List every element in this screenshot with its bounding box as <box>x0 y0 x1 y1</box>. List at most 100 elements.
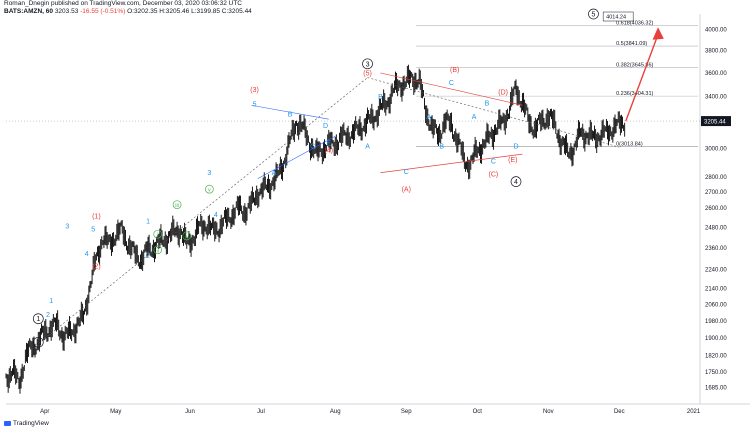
y-tick-label: 2700.00 <box>705 190 727 196</box>
wave-label: (A) <box>402 187 411 194</box>
triangle-lower-line <box>257 136 336 179</box>
wave-label: D <box>323 123 328 130</box>
x-tick-label: May <box>110 409 121 415</box>
wave-label: 5 <box>253 102 257 109</box>
y-tick-label: 2360.00 <box>705 246 727 252</box>
wave-label: A <box>365 143 370 150</box>
price-change: -16.55 (-0.51%) <box>80 8 126 15</box>
wave-label: 1 <box>36 316 40 323</box>
wave-label: (4) <box>325 147 334 154</box>
wave-label: 4 <box>214 212 218 219</box>
wave-label: A <box>472 114 477 121</box>
trend-dashed-2 <box>367 77 620 148</box>
x-tick-label: Dec <box>614 409 625 415</box>
wave-label: C <box>310 143 315 150</box>
wave-label: 3 <box>207 170 211 177</box>
y-tick-label: 4000.00 <box>705 27 727 33</box>
wave-label: (B) <box>450 67 459 74</box>
wave-label: 2 <box>46 312 50 319</box>
target-label: 4014.24 <box>606 15 626 21</box>
y-tick-label: 1900.00 <box>705 336 727 342</box>
last-price-tag <box>701 116 731 127</box>
y-tick-label: 1820.00 <box>705 354 727 360</box>
y-tick-label: 3400.00 <box>705 95 727 101</box>
wave-label: A <box>427 114 432 121</box>
projection-arrow-head <box>652 27 664 40</box>
wave-label: A <box>272 170 277 177</box>
x-tick-label: Jul <box>257 409 265 415</box>
y-tick-label: 3000.00 <box>705 147 727 153</box>
wave-label: 1 <box>146 218 150 225</box>
wave-circle <box>182 231 192 241</box>
y-tick-label: 3600.00 <box>705 71 727 77</box>
wave-circle <box>153 229 163 239</box>
publisher-line: Roman_Dnegin published on TradingView.co… <box>4 0 242 7</box>
wave-circle <box>153 245 163 255</box>
wave-circle <box>205 184 214 194</box>
last-price: 3203.53 <box>54 8 79 15</box>
wave-label: i <box>157 233 158 239</box>
fib-level-label: 0.236(3404.31) <box>616 91 653 97</box>
wave-label: B <box>485 100 490 107</box>
y-tick-label: 2800.00 <box>705 175 727 181</box>
red-triangle-upper <box>380 72 523 106</box>
wave-circle <box>588 8 599 20</box>
x-tick-label: Jun <box>185 409 195 415</box>
wave-label: B <box>378 94 383 101</box>
wave-label: D <box>513 143 518 150</box>
x-tick-label: Sep <box>401 409 412 415</box>
y-tick-label: 1685.00 <box>705 386 727 392</box>
wave-circle <box>510 176 522 187</box>
y-tick-label: 3800.00 <box>705 49 727 55</box>
chart-header: Roman_Dnegin published on TradingView.co… <box>4 0 404 16</box>
target-box <box>602 11 634 22</box>
x-tick-label: Aug <box>330 409 341 415</box>
last-price-label: 3205.44 <box>704 120 726 126</box>
wave-label: 4 <box>514 179 518 186</box>
wave-label: C <box>449 80 454 87</box>
wave-label: (5) <box>363 70 372 77</box>
fib-level-label: 0(3013.84) <box>616 142 643 148</box>
wave-label: v <box>208 188 211 194</box>
wave-label: (2) <box>92 263 101 270</box>
wave-label: B <box>288 112 293 119</box>
x-tick-label: Oct <box>473 409 483 415</box>
x-tick-label: Apr <box>40 409 49 415</box>
wave-label: E <box>326 141 331 148</box>
x-tick-label: Nov <box>543 409 554 415</box>
y-tick-label: 2060.00 <box>705 302 727 308</box>
wave-label: 5 <box>592 12 596 19</box>
y-tick-label: 2240.00 <box>705 268 727 274</box>
wave-label: 2 <box>146 253 150 260</box>
fib-level-label: 0.382(3645.86) <box>616 63 653 69</box>
symbol-line: BATS:AMZN, 60 3203.53 -16.55 (-0.51%) O:… <box>4 8 404 16</box>
wave-label: 3 <box>65 223 69 230</box>
projection-arrow <box>625 34 659 122</box>
wave-label: 1 <box>49 298 53 305</box>
wave-label: iv <box>185 234 189 240</box>
wave-circle <box>32 336 44 348</box>
wave-label: ii <box>156 248 158 254</box>
ohlc-values: O:3202.35 H:3205.46 L:3199.85 C:3205.44 <box>127 8 252 15</box>
fib-level-label: 0.5(3841.09) <box>616 41 647 47</box>
tradingview-logo-icon <box>4 420 11 426</box>
wave-label: 5 <box>91 227 95 234</box>
wave-label: C <box>491 159 496 166</box>
y-tick-label: 1750.00 <box>705 370 727 376</box>
symbol: BATS:AMZN, 60 <box>4 8 53 15</box>
wave-label: (D) <box>498 89 508 96</box>
brand-name: TradingView <box>13 420 49 427</box>
red-triangle-lower <box>380 153 523 174</box>
y-tick-label: 2140.00 <box>705 287 727 293</box>
wave-label: B <box>439 143 444 150</box>
wave-circle <box>362 58 373 70</box>
y-tick-label: 2600.00 <box>705 206 727 212</box>
y-tick-label: 2480.00 <box>705 225 727 231</box>
triangle-upper-line <box>251 104 329 120</box>
wave-label: (1) <box>92 213 101 220</box>
wave-label: (E) <box>508 157 517 164</box>
y-tick-label: 1980.00 <box>705 319 727 325</box>
footer-brand: TradingView <box>4 420 49 427</box>
wave-label: C <box>404 169 409 176</box>
